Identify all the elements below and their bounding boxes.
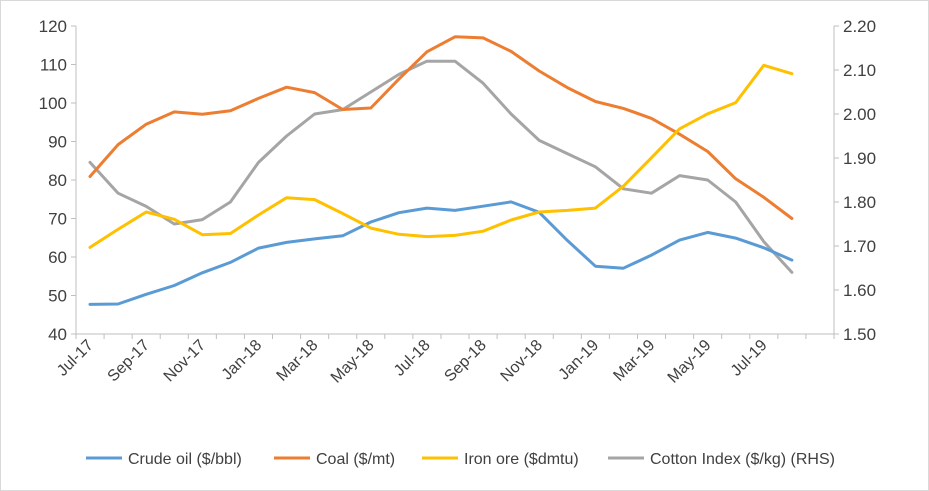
series-line-2 [88,63,794,249]
right-tick-label: 1.80 [843,193,876,212]
x-tick-label: May-19 [665,337,715,387]
right-tick-label: 1.70 [843,237,876,256]
left-tick-label: 90 [48,133,67,152]
x-tick-label: Jul-19 [728,337,771,380]
x-tick-label: Mar-19 [610,337,658,385]
left-tick-label: 120 [39,17,67,36]
left-axis-ticks: 40 50 60 70 80 90 100 110 120 [39,17,76,344]
legend: Crude oil ($/bbl) Coal ($/mt) Iron ore ($d… [86,451,835,468]
legend-label: Iron ore ($dmtu) [464,451,579,468]
left-tick-label: 100 [39,94,67,113]
right-tick-label: 2.00 [843,105,876,124]
x-tick-label: Nov-17 [161,337,210,386]
x-tick-label: Jan-18 [219,337,266,384]
legend-label: Crude oil ($/bbl) [128,451,242,468]
x-tick-label: Jan-19 [556,337,603,384]
x-tick-label: Sep-17 [105,337,154,386]
series-lines [88,35,794,306]
right-tick-label: 1.50 [843,325,876,344]
legend-label: Cotton Index ($/kg) (RHS) [650,451,835,468]
legend-label: Coal ($/mt) [316,451,395,468]
left-tick-label: 60 [48,248,67,267]
right-axis-ticks: 1.50 1.60 1.70 1.80 1.90 2.00 2.10 2.20 [834,17,876,344]
left-tick-label: 110 [40,56,67,75]
x-tick-label: Mar-18 [274,337,322,385]
left-tick-label: 80 [48,171,67,190]
x-tick-label: Sep-18 [441,337,490,386]
series-line-1 [88,35,794,220]
axes [75,26,835,335]
x-tick-label: Jul-18 [391,337,434,380]
right-tick-label: 1.60 [843,281,876,300]
right-tick-label: 1.90 [843,149,876,168]
left-tick-label: 50 [48,287,67,306]
left-tick-label: 40 [48,325,67,344]
x-tick-label: May-18 [328,337,378,387]
series-line-0 [88,200,794,306]
x-tick-label: Nov-18 [498,337,547,386]
left-tick-label: 70 [48,210,67,229]
series-line-3 [88,59,794,274]
right-tick-label: 2.20 [843,17,876,36]
right-tick-label: 2.10 [843,61,876,80]
x-axis-ticks: Jul-17 Sep-17 Nov-17 Jan-18 Mar-18 May-18 Jul-… [54,334,835,387]
